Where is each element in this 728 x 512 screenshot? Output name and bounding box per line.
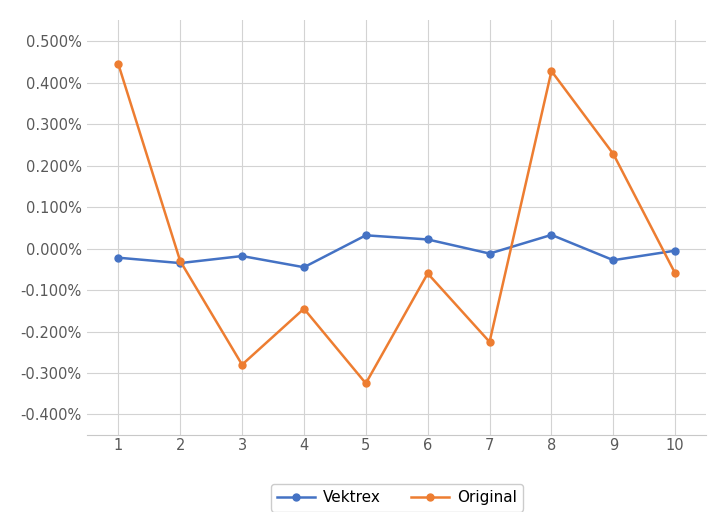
Vektrex [485, 250, 494, 257]
Line: Original: Original [115, 60, 678, 387]
Original [300, 306, 309, 312]
Original [671, 270, 680, 276]
Original [609, 151, 617, 157]
Original [176, 258, 185, 264]
Original [547, 68, 556, 74]
Legend: Vektrex, Original: Vektrex, Original [271, 484, 523, 511]
Line: Vektrex: Vektrex [115, 231, 678, 271]
Vektrex [237, 253, 246, 259]
Vektrex [362, 232, 371, 239]
Vektrex [176, 260, 185, 266]
Vektrex [547, 232, 556, 238]
Vektrex [114, 254, 122, 261]
Original [424, 270, 432, 276]
Vektrex [424, 237, 432, 243]
Original [362, 380, 371, 387]
Vektrex [609, 257, 617, 263]
Vektrex [300, 264, 309, 270]
Vektrex [671, 248, 680, 254]
Original [237, 361, 246, 368]
Original [114, 61, 122, 67]
Original [485, 339, 494, 345]
